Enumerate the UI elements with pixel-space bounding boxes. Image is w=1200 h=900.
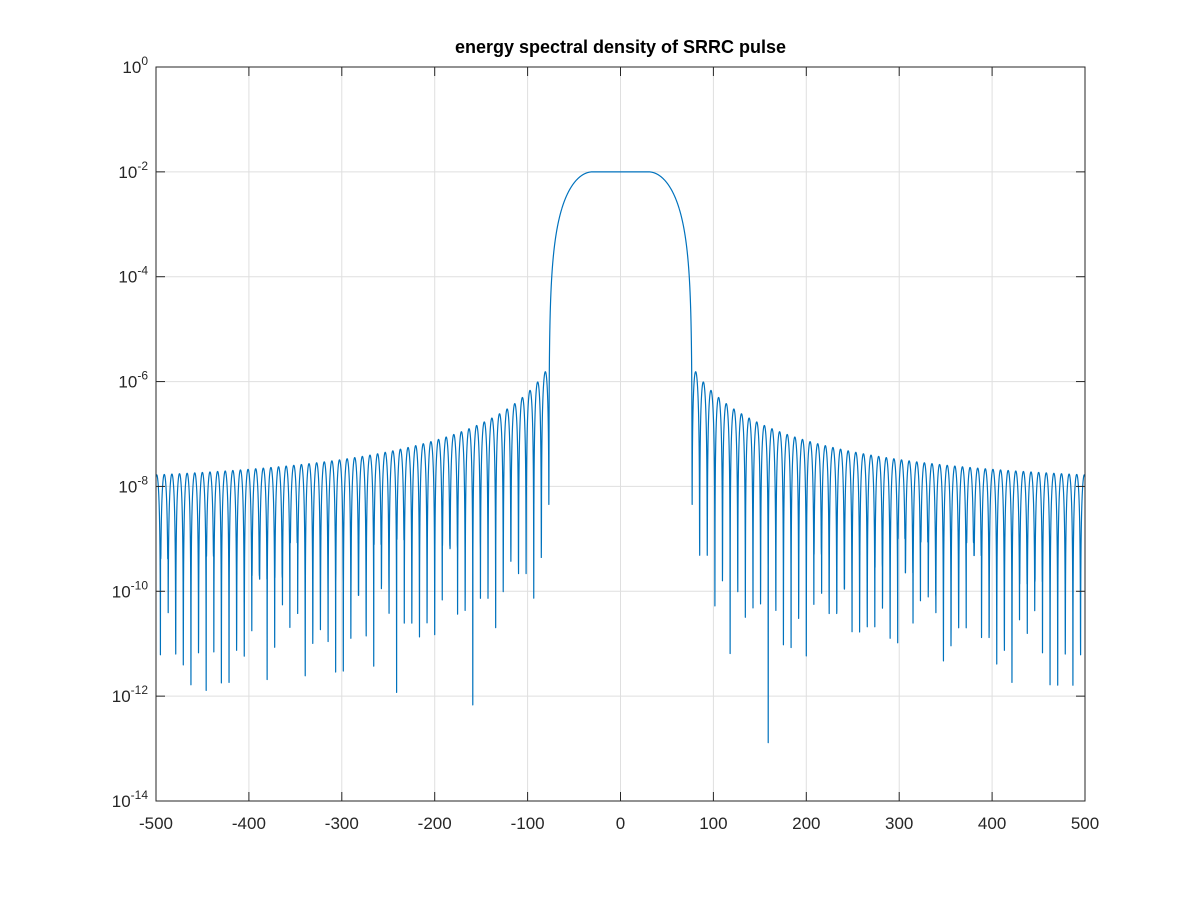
axes [155, 66, 1086, 802]
y-tick-label: 100 [122, 54, 148, 77]
x-tick-label: 100 [699, 814, 727, 833]
y-tick-label: 10-14 [112, 788, 149, 811]
y-tick-label: 10-4 [118, 264, 148, 287]
y-tick-label: 10-10 [112, 578, 149, 601]
chart-title: energy spectral density of SRRC pulse [455, 37, 786, 57]
y-axis-tick-labels: 100 10-2 10-4 10-6 10-8 10-10 10-12 10-14 [112, 54, 149, 811]
x-tick-label: 300 [885, 814, 913, 833]
x-tick-label: -100 [511, 814, 545, 833]
x-tick-label: 0 [616, 814, 625, 833]
series-line-srrc-esd [155, 171, 1086, 744]
y-tick-label: 10-8 [118, 473, 148, 496]
y-tick-label: 10-2 [118, 159, 148, 182]
plot-area [155, 171, 1086, 744]
x-tick-label: -500 [139, 814, 173, 833]
x-tick-label: 200 [792, 814, 820, 833]
y-tick-label: 10-6 [118, 369, 148, 392]
y-tick-label: 10-12 [112, 683, 149, 706]
axes-box [155, 66, 1086, 802]
x-tick-label: -400 [232, 814, 266, 833]
x-tick-label: -200 [418, 814, 452, 833]
x-tick-label: 400 [978, 814, 1006, 833]
x-tick-label: 500 [1071, 814, 1099, 833]
x-axis-tick-labels: -500 -400 -300 -200 -100 0 100 200 300 400 500 [139, 814, 1099, 833]
x-tick-label: -300 [325, 814, 359, 833]
